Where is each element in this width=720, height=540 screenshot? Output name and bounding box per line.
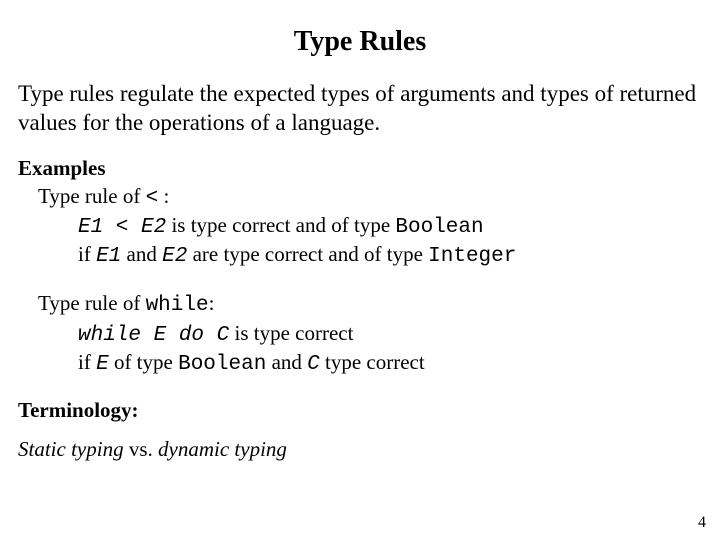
rule-lead: Type rule of while: bbox=[18, 290, 702, 319]
rule-line-1: E1 < E2 is type correct and of type Bool… bbox=[18, 212, 702, 241]
examples-heading: Examples bbox=[18, 156, 702, 181]
text: type correct bbox=[320, 350, 425, 374]
text: is type correct bbox=[229, 321, 353, 345]
text: is type correct and of type bbox=[166, 213, 395, 237]
terminology-line: Static typing vs. dynamic typing bbox=[18, 437, 702, 462]
rule-lead-text: Type rule of bbox=[38, 291, 146, 315]
expr-e1: E1 bbox=[96, 245, 121, 268]
expr: while E do C bbox=[78, 324, 229, 347]
type-boolean: Boolean bbox=[395, 216, 483, 239]
rule-line-1: while E do C is type correct bbox=[18, 320, 702, 349]
rule-lead-op: while bbox=[146, 294, 209, 317]
expr-c: C bbox=[307, 353, 320, 376]
vs-text: vs. bbox=[124, 437, 158, 461]
rule-lead-tail: : bbox=[209, 291, 215, 315]
intro-paragraph: Type rules regulate the expected types o… bbox=[18, 80, 702, 138]
rule-lead: Type rule of < : bbox=[18, 183, 702, 212]
text: if bbox=[78, 350, 96, 374]
text: and bbox=[266, 350, 307, 374]
rule-lead-op: < bbox=[146, 187, 159, 210]
expr-e: E bbox=[96, 353, 109, 376]
text: of type bbox=[109, 350, 178, 374]
slide-content: Type Rules Type rules regulate the expec… bbox=[0, 0, 720, 540]
expr: E1 < E2 bbox=[78, 216, 166, 239]
rule-line-2: if E1 and E2 are type correct and of typ… bbox=[18, 241, 702, 270]
expr-e2: E2 bbox=[162, 245, 187, 268]
static-typing: Static typing bbox=[18, 437, 124, 461]
slide-title: Type Rules bbox=[18, 26, 702, 58]
dynamic-typing: dynamic typing bbox=[158, 437, 287, 461]
terminology-heading: Terminology: bbox=[18, 398, 702, 423]
rule-lead-tail: : bbox=[158, 184, 169, 208]
type-integer: Integer bbox=[428, 245, 516, 268]
example-rule-while: Type rule of while: while E do C is type… bbox=[18, 290, 702, 378]
text: and bbox=[121, 242, 162, 266]
rule-lead-text: Type rule of bbox=[38, 184, 146, 208]
example-rule-lt: Type rule of < : E1 < E2 is type correct… bbox=[18, 183, 702, 271]
rule-line-2: if E of type Boolean and C type correct bbox=[18, 349, 702, 378]
page-number: 4 bbox=[698, 514, 706, 532]
text: if bbox=[78, 242, 96, 266]
type-boolean: Boolean bbox=[178, 353, 266, 376]
text: are type correct and of type bbox=[187, 242, 428, 266]
